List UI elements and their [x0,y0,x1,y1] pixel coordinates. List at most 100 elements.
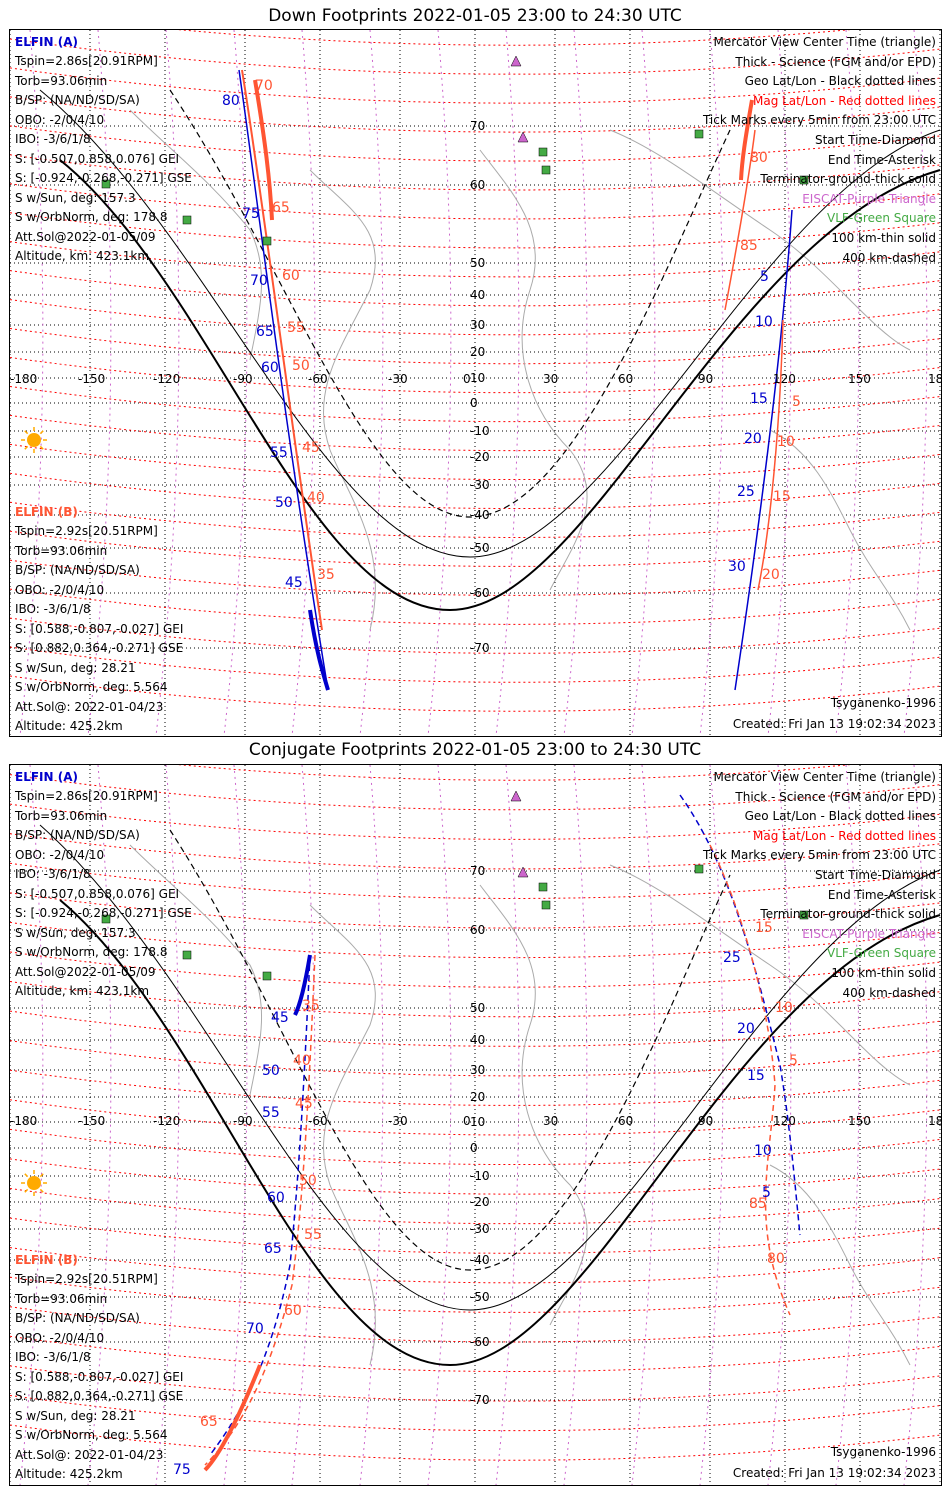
elfin-a-time-label: 10 [754,1143,772,1159]
elfin-a-time-label: 15 [750,391,768,407]
lon-tick-label: -180 [10,1114,37,1128]
elfin-a-time-label: 45 [271,1010,289,1026]
created-label: Created: Fri Jan 13 19:02:34 2023 [732,1466,936,1480]
elfin-a-info-line: B/SP: (NA/ND/SD/SA) [15,828,140,842]
vlf-square [101,179,111,189]
lat-tick-label: -10 [470,1169,490,1183]
mag-parallel [10,1010,941,1047]
legend-l3: Geo Lat/Lon - Black dotted lines [744,809,936,824]
legend-l9: EISCAT-Purple Triangle [802,191,936,206]
elfin-b-time-label: 85 [749,1196,767,1212]
mag-parallel [10,1217,941,1254]
mag-meridian [835,30,860,736]
elfin-b-info-line: S w/OrbNorm, deg: 5.564 [15,1428,168,1442]
elfin-b-time-label: 10 [777,434,795,450]
mag-meridian [631,765,656,1485]
lon-tick-label: -150 [78,1114,105,1128]
mag-parallel [10,270,941,307]
lat-tick-label: -60 [470,586,490,600]
elfin-b-time-label: 35 [317,567,335,583]
mag-parallel [10,414,941,452]
lon-tick-label: 30 [543,1114,558,1128]
mag-parallel [10,675,941,712]
legend-l11: 100 km-thin solid [831,966,936,980]
mag-parallel [10,588,941,625]
mag-parallel [10,356,941,394]
mag-parallel [10,501,941,538]
mag-meridian [223,765,248,1485]
mag-parallel [177,30,852,46]
mag-meridian [903,30,928,736]
lon-tick-label: 0 [463,372,471,386]
elfin-b-time-label: 55 [304,1227,322,1243]
lon-tick-label: 60 [618,372,633,386]
lat-tick-label: -30 [470,1222,490,1236]
elfin-b-time-label: 80 [750,150,768,166]
elfin-b-east-science-track [739,99,754,181]
vlf-square [538,882,548,892]
coastline [129,844,263,1096]
elfin-a-info-line: S: [-0.924,-0.268,-0.271] GSE [15,171,192,185]
mag-meridian [631,30,656,736]
sun-icon [27,1176,41,1190]
mag-meridian [563,30,588,736]
elfin-a-info-line: OBO: -2/0/4/10 [15,847,105,862]
down-footprints-svg: -180-150-120-90-60-300306090120150180706… [10,30,941,736]
lat-tick-label: -50 [470,541,490,555]
mag-parallel [177,765,852,781]
elfin-b-info-line: Att.Sol@: 2022-01-04/23 [15,699,164,714]
elfin-b-time-label: 45 [302,440,320,456]
elfin-a-time-label: 5 [762,1185,771,1201]
elfin-a-time-label: 15 [747,1068,765,1084]
coastline [769,1164,911,1366]
elfin-a-time-label: 50 [275,495,293,511]
vlf-square [182,215,192,225]
legend-l11: 100 km-thin solid [831,231,936,245]
elfin-b-science-track [253,79,274,221]
mag-meridian [87,765,112,1485]
mag-parallel [10,862,941,899]
elfin-a-science-track [308,609,330,691]
lon-tick-label: -150 [78,372,105,386]
top-panel-title: Down Footprints 2022-01-05 23:00 to 24:3… [268,6,682,26]
legend-l5: Tick Marks every 5min from 23:00 UTC [702,848,936,863]
mag-parallel [10,212,941,249]
sun-ray [39,445,44,450]
elfin-a-info-line: S w/OrbNorm, deg: 178.8 [15,210,168,224]
legend-l8: Terminator-ground-thick solid [760,907,936,922]
lon-tick-label: 30 [543,372,558,386]
elfin-a-info-line: Tspin=2.86s[20.91RPM] [15,789,158,803]
mag-parallel [10,1069,941,1106]
elfin-b-info-line: Tspin=2.92s[20.51RPM] [15,524,158,538]
lon-tick-label: 150 [848,1114,871,1128]
mag-parallel [10,299,941,336]
lat-tick-label: 40 [470,288,485,302]
mag-meridian [291,30,316,736]
mag-meridian [495,765,520,1485]
elfin-b-info-line: S: [0.882,0.364,-0.271] GSE [15,1389,184,1403]
lon-tick-label: -90 [233,372,253,386]
down-footprints-map: -180-150-120-90-60-300306090120150180706… [9,29,942,737]
elfin-b-name: ELFIN (B) [15,1253,78,1267]
mag-parallel [10,328,941,365]
elfin-b-time-label: 60 [284,1303,302,1319]
vlf-square [538,147,548,157]
lon-tick-label: -180 [10,372,37,386]
vlf-square [101,914,111,924]
mag-parallel [10,1394,941,1432]
elfin-a-info-line: B/SP: (NA/ND/SD/SA) [15,93,140,107]
lon-tick-label: -60 [308,1114,328,1128]
mag-parallel [10,617,941,654]
mag-meridian [903,765,928,1485]
elfin-a-time-label: 65 [256,324,274,340]
lat-tick-label: -50 [470,1290,490,1304]
elfin-b-info-line: Tspin=2.92s[20.51RPM] [15,1272,158,1286]
elfin-a-track [238,69,329,691]
mag-parallel [10,67,941,104]
elfin-a-info-line: S w/Sun, deg: 157.3 [15,925,136,940]
elfin-b-info-line: S w/Sun, deg: 28.21 [15,1408,136,1423]
lat-tick-label: -40 [470,1253,490,1267]
lon-tick-label: -120 [153,372,180,386]
legend-l2: Thick - Science (FGM and/or EPD) [735,789,936,804]
sun-icon [27,433,41,447]
